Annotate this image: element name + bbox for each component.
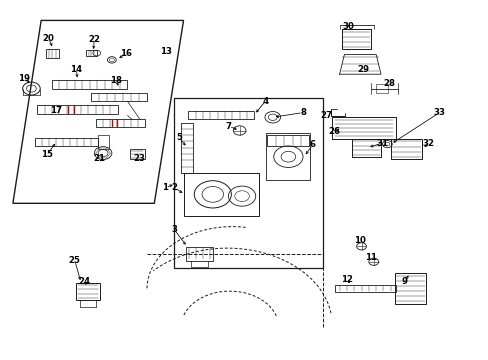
Text: 16: 16 — [120, 49, 132, 58]
Bar — [96, 119, 144, 127]
Text: 23: 23 — [133, 154, 145, 163]
Text: 33: 33 — [433, 108, 445, 117]
Text: 26: 26 — [327, 127, 340, 136]
Text: 13: 13 — [160, 47, 172, 56]
Text: 11: 11 — [365, 253, 377, 262]
Text: 10: 10 — [353, 236, 365, 245]
Text: 30: 30 — [342, 22, 354, 31]
Text: 31: 31 — [376, 139, 387, 148]
Bar — [183, 173, 259, 216]
Text: 4: 4 — [262, 96, 268, 105]
Bar — [86, 50, 97, 56]
Text: 21: 21 — [93, 154, 105, 163]
Bar — [76, 283, 100, 300]
Text: 22: 22 — [88, 35, 100, 44]
Text: 1: 1 — [162, 183, 168, 192]
Bar — [267, 135, 309, 146]
Bar — [45, 49, 59, 58]
Bar — [341, 30, 370, 49]
Text: 12: 12 — [340, 275, 352, 284]
Text: 24: 24 — [79, 276, 90, 285]
Bar — [266, 134, 310, 180]
Text: 19: 19 — [18, 75, 30, 84]
Bar — [334, 285, 395, 292]
Bar — [394, 273, 426, 304]
Bar — [188, 111, 254, 119]
Text: 9: 9 — [401, 276, 407, 285]
Bar — [351, 139, 380, 157]
Text: 18: 18 — [110, 76, 122, 85]
Text: 3: 3 — [171, 225, 177, 234]
Text: 7: 7 — [225, 122, 231, 131]
Bar — [98, 135, 109, 149]
Bar — [181, 123, 193, 173]
Bar — [390, 139, 422, 159]
Polygon shape — [13, 21, 183, 203]
Text: 29: 29 — [357, 65, 369, 74]
Bar — [52, 80, 127, 89]
Bar — [91, 93, 147, 101]
Text: 20: 20 — [42, 34, 54, 43]
Bar — [185, 247, 212, 261]
Text: 6: 6 — [309, 140, 315, 149]
Text: 25: 25 — [69, 256, 81, 265]
Text: 15: 15 — [41, 150, 53, 159]
Text: 2: 2 — [171, 183, 177, 192]
Text: 27: 27 — [320, 111, 332, 120]
Text: 17: 17 — [50, 105, 61, 114]
Bar — [35, 138, 98, 146]
Bar — [173, 98, 322, 268]
Text: 32: 32 — [422, 139, 434, 148]
Text: 14: 14 — [70, 65, 82, 74]
Bar — [37, 105, 118, 114]
Bar — [375, 84, 387, 93]
Text: 8: 8 — [300, 108, 305, 117]
Text: 28: 28 — [383, 80, 395, 89]
Bar — [130, 149, 144, 159]
Text: 5: 5 — [176, 133, 182, 142]
